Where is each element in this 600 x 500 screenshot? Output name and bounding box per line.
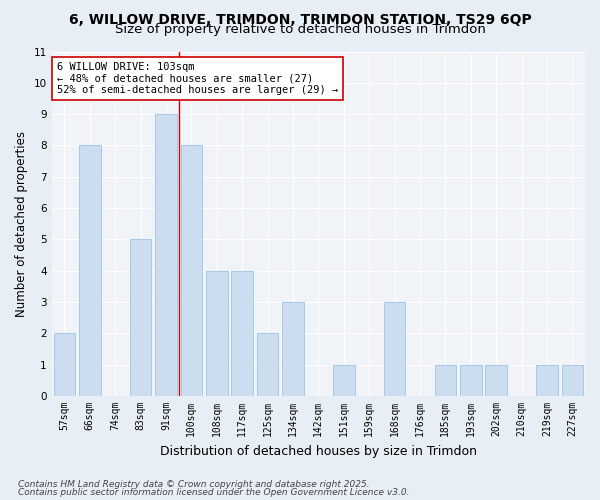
Bar (485, 364, 507, 396)
Text: Contains HM Land Registry data © Crown copyright and database right 2025.: Contains HM Land Registry data © Crown c… (18, 480, 370, 489)
Text: 6 WILLOW DRIVE: 103sqm
← 48% of detached houses are smaller (27)
52% of semi-det: 6 WILLOW DRIVE: 103sqm ← 48% of detached… (57, 62, 338, 95)
Bar (53, 334, 75, 396)
Bar (79, 146, 101, 396)
Bar (130, 240, 151, 396)
Bar (384, 302, 406, 396)
Bar (434, 364, 456, 396)
Text: Contains public sector information licensed under the Open Government Licence v3: Contains public sector information licen… (18, 488, 409, 497)
Text: Size of property relative to detached houses in Trimdon: Size of property relative to detached ho… (115, 22, 485, 36)
Bar (155, 114, 177, 396)
Bar (282, 302, 304, 396)
Y-axis label: Number of detached properties: Number of detached properties (15, 131, 28, 317)
X-axis label: Distribution of detached houses by size in Trimdon: Distribution of detached houses by size … (160, 444, 477, 458)
Bar (536, 364, 557, 396)
Bar (206, 271, 227, 396)
Bar (181, 146, 202, 396)
Bar (460, 364, 482, 396)
Text: 6, WILLOW DRIVE, TRIMDON, TRIMDON STATION, TS29 6QP: 6, WILLOW DRIVE, TRIMDON, TRIMDON STATIO… (68, 12, 532, 26)
Bar (232, 271, 253, 396)
Bar (562, 364, 583, 396)
Bar (257, 334, 278, 396)
Bar (333, 364, 355, 396)
